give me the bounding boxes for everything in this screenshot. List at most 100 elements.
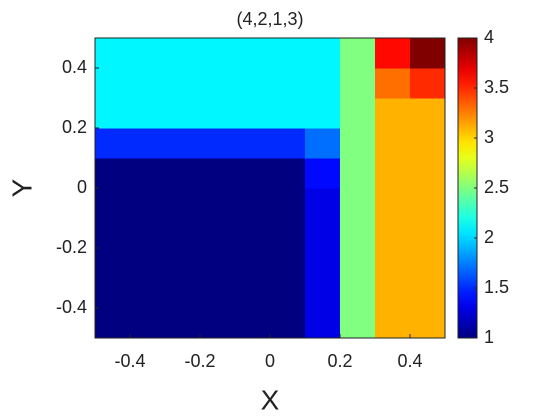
heat-cell (270, 158, 306, 189)
heat-cell (305, 38, 341, 69)
heat-cell (235, 98, 271, 129)
x-tick-label: 0.2 (327, 351, 352, 371)
heat-cell (410, 278, 446, 309)
heat-cell (270, 278, 306, 309)
heat-cell (235, 68, 271, 99)
heat-cell (165, 128, 201, 159)
heat-cell (95, 128, 131, 159)
heat-cell (305, 308, 341, 339)
heat-cell (200, 308, 236, 339)
colorbar-tick-label: 2.5 (484, 177, 509, 197)
colorbar-tick-label: 1 (484, 327, 494, 347)
heat-cell (410, 248, 446, 279)
heat-cell (95, 38, 131, 69)
heat-cell (305, 248, 341, 279)
heat-cell (375, 38, 411, 69)
heat-cell (410, 188, 446, 219)
heat-cell (410, 128, 446, 159)
heat-cell (340, 98, 376, 129)
heat-cell (95, 98, 131, 129)
heat-cell (340, 128, 376, 159)
heat-cell (165, 158, 201, 189)
heat-cell (200, 68, 236, 99)
y-tick-label: -0.2 (56, 237, 87, 257)
heat-cell (200, 128, 236, 159)
heat-cell (270, 308, 306, 339)
heat-cell (165, 188, 201, 219)
heat-cell (375, 308, 411, 339)
heat-cell (305, 98, 341, 129)
y-axis-label: Y (6, 178, 37, 197)
heat-cell (200, 98, 236, 129)
heat-cell (235, 278, 271, 309)
heat-cell (235, 128, 271, 159)
heat-cell (270, 98, 306, 129)
heat-cell (200, 278, 236, 309)
heat-cell (375, 248, 411, 279)
heat-cell (340, 308, 376, 339)
colorbar-tick-label: 2 (484, 227, 494, 247)
heat-cell (305, 68, 341, 99)
y-tick-label: 0.2 (62, 117, 87, 137)
heat-cell (165, 68, 201, 99)
heat-cell (340, 188, 376, 219)
chart-title: (4,2,1,3) (236, 9, 303, 29)
heat-cell (200, 38, 236, 69)
heat-cell (305, 278, 341, 309)
heat-cell (410, 218, 446, 249)
heat-cell (305, 188, 341, 219)
colorbar-tick-label: 3 (484, 127, 494, 147)
heat-cell (375, 158, 411, 189)
heat-cell (340, 278, 376, 309)
heat-cell (410, 98, 446, 129)
heat-cell (130, 98, 166, 129)
heat-cell (130, 218, 166, 249)
heat-cell (235, 38, 271, 69)
heat-cell (270, 128, 306, 159)
heat-cell (130, 158, 166, 189)
heat-cell (165, 278, 201, 309)
heat-cell (130, 248, 166, 279)
heat-cell (305, 158, 341, 189)
heat-cell (340, 68, 376, 99)
heat-cell (375, 218, 411, 249)
heat-cell (270, 38, 306, 69)
heat-cell (200, 158, 236, 189)
heat-cell (340, 218, 376, 249)
heat-cell (375, 128, 411, 159)
heat-cell (130, 188, 166, 219)
x-tick-label: -0.2 (184, 351, 215, 371)
heat-cell (375, 68, 411, 99)
heat-cell (375, 188, 411, 219)
colorbar-tick-label: 4 (484, 27, 494, 47)
heat-cell (95, 158, 131, 189)
heat-cell (410, 68, 446, 99)
heat-cell (95, 188, 131, 219)
heat-cell (130, 38, 166, 69)
heat-cell (95, 308, 131, 339)
heat-cell (165, 218, 201, 249)
heat-cell (95, 68, 131, 99)
heat-cell (375, 98, 411, 129)
heat-cell (410, 308, 446, 339)
x-tick-label: -0.4 (114, 351, 145, 371)
x-tick-label: 0.4 (397, 351, 422, 371)
heat-cell (270, 248, 306, 279)
heat-cell (235, 188, 271, 219)
heat-cell (200, 218, 236, 249)
heat-cell (235, 308, 271, 339)
heat-cell (130, 278, 166, 309)
heat-cell (340, 38, 376, 69)
heat-cell (130, 128, 166, 159)
heat-cell (130, 308, 166, 339)
heat-cell (270, 188, 306, 219)
y-tick-label: 0.4 (62, 57, 87, 77)
heat-cell (235, 158, 271, 189)
heat-cell (200, 248, 236, 279)
heat-cell (270, 68, 306, 99)
heat-cell (165, 38, 201, 69)
heat-cell (165, 248, 201, 279)
colorbar-tick-label: 3.5 (484, 77, 509, 97)
heat-cell (200, 188, 236, 219)
